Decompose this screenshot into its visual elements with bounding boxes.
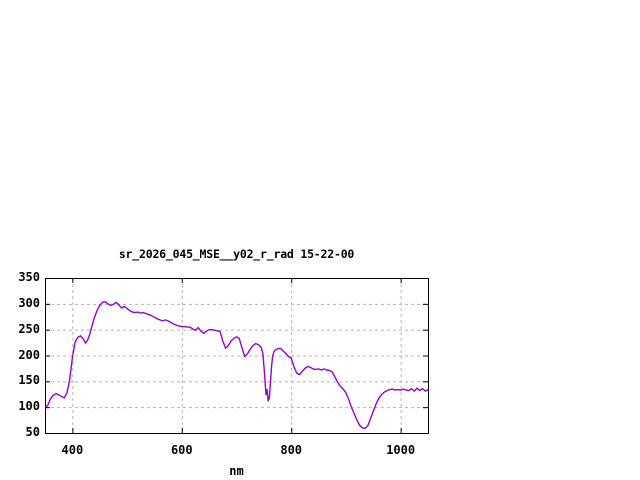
ytick-label-50: 50 — [25, 425, 40, 439]
ytick-label-300: 300 — [18, 295, 40, 310]
ytick-label-350: 350 — [18, 270, 40, 284]
xtick-label-600: 600 — [170, 443, 193, 457]
ytick-label-200: 200 — [18, 347, 40, 362]
ytick-label-100: 100 — [18, 399, 40, 414]
ytick-label-250: 250 — [18, 321, 40, 336]
x-axis-label: nm — [229, 464, 244, 478]
xtick-label-800: 800 — [280, 443, 303, 457]
chart-title: sr_2026_045_MSE__y02_r_rad 15-22-00 — [118, 247, 355, 261]
xtick-label-400: 400 — [61, 443, 84, 457]
ytick-label-150: 150 — [18, 373, 40, 388]
series-line-0 — [44, 301, 429, 430]
xtick-label-1000: 1000 — [386, 443, 416, 457]
